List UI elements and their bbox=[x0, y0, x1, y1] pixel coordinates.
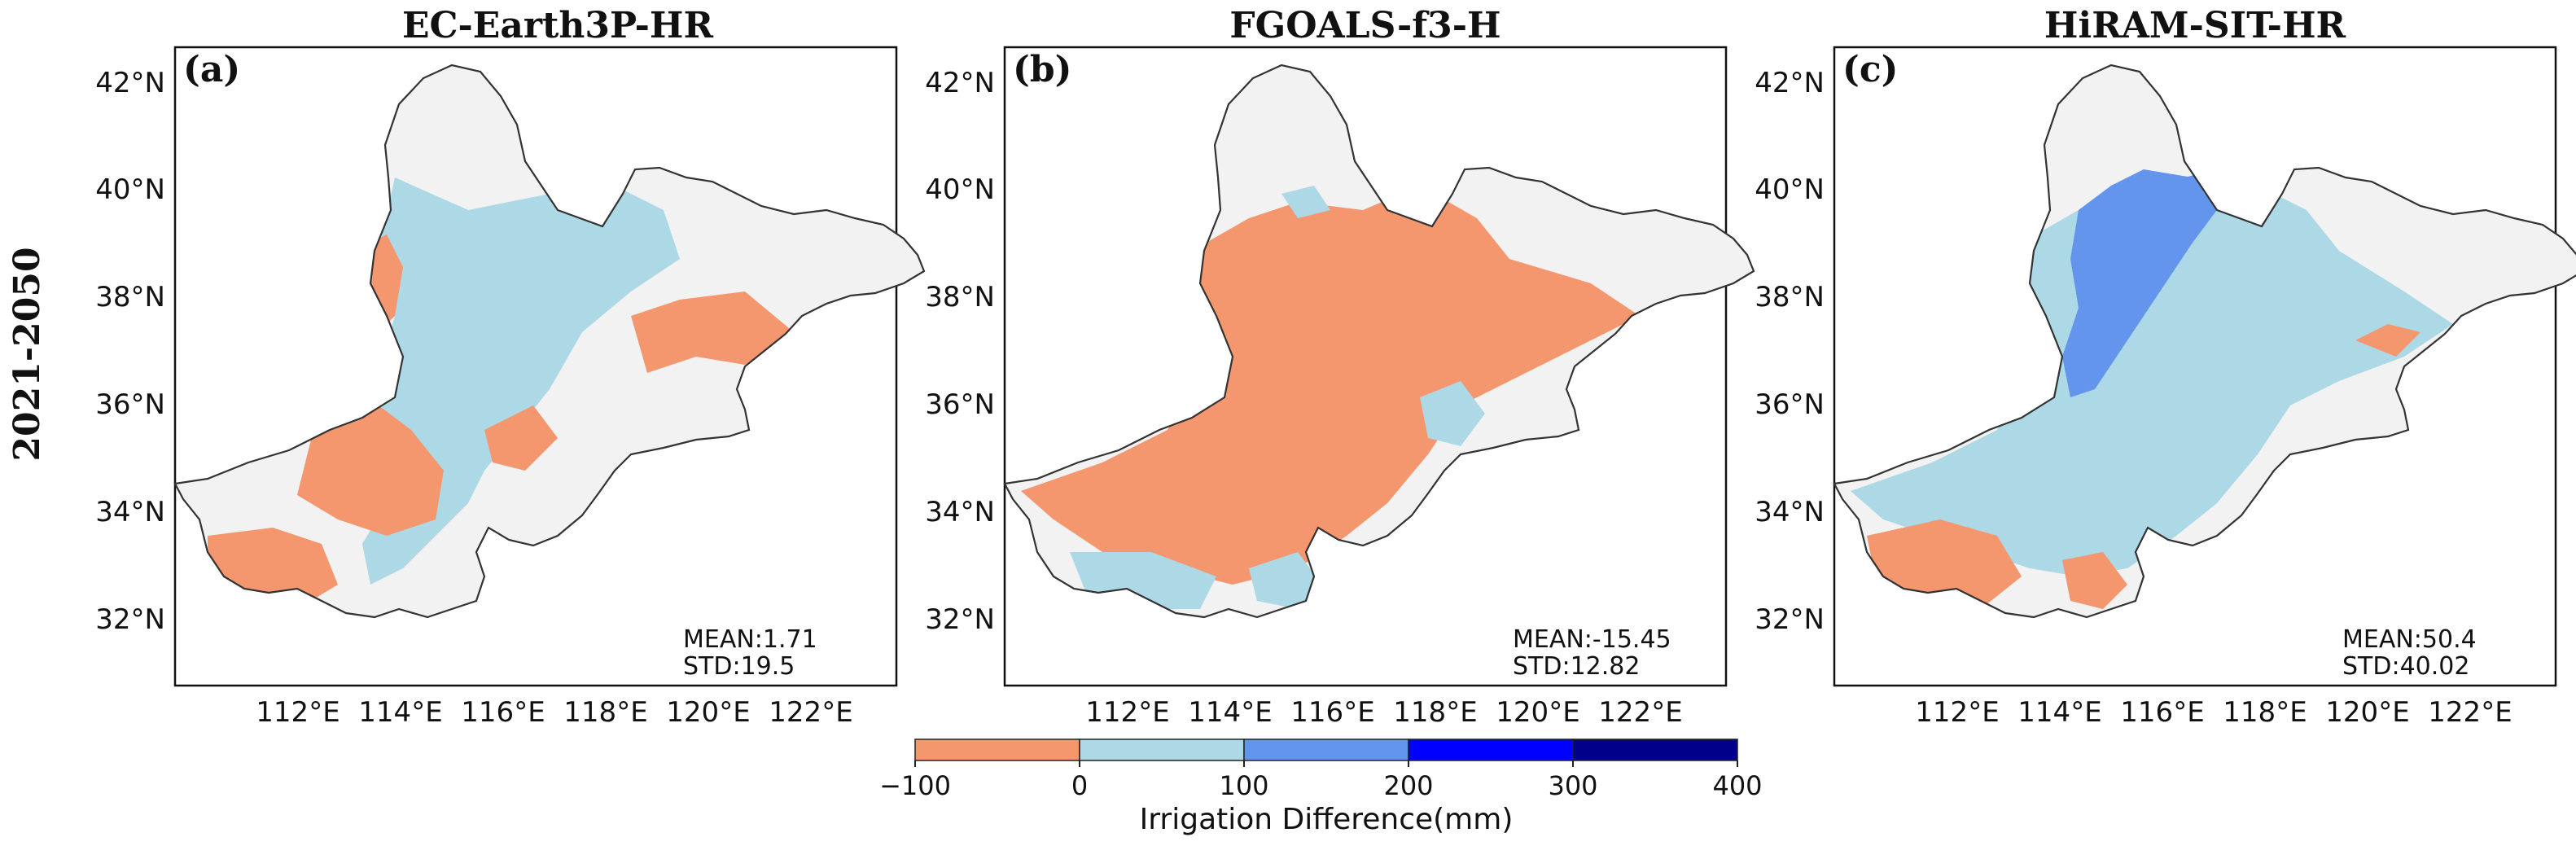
std-label-a: STD:19.5 bbox=[683, 652, 795, 681]
lat-tick-label: 32°N bbox=[95, 603, 165, 636]
colorbar-tick-label: 200 bbox=[1383, 770, 1433, 801]
longitude-ticks: 112°E 114°E 116°E 118°E 120°E 122°E 112°E 114°E… bbox=[256, 696, 2512, 729]
negative-area-a5 bbox=[484, 405, 558, 471]
std-label-b: STD:12.82 bbox=[1513, 652, 1640, 681]
mean-label-b: MEAN:-15.45 bbox=[1513, 625, 1671, 654]
colorbar-tick-label: 400 bbox=[1712, 770, 1762, 801]
lat-tick-label: 32°N bbox=[925, 603, 995, 636]
colorbar: −100 0 100 200 300 400 Irrigation Difference(… bbox=[879, 738, 1763, 836]
lat-tick-label: 36°N bbox=[95, 388, 165, 421]
map-panel-c: HiRAM-SIT-HR (c) MEAN:50.4 STD:40.02 bbox=[1833, 5, 2576, 687]
lon-tick-label: 120°E bbox=[666, 696, 750, 729]
mean-label-c: MEAN:50.4 bbox=[2342, 625, 2477, 654]
lon-tick-label: 118°E bbox=[2223, 696, 2307, 729]
colorbar-tick-label: 300 bbox=[1548, 770, 1597, 801]
colorbar-bin bbox=[1408, 738, 1574, 761]
lat-tick-label: 42°N bbox=[1755, 67, 1825, 99]
high-positive-area-c bbox=[2062, 169, 2217, 397]
positive-area-c bbox=[1851, 186, 2453, 576]
map-panel-a: EC-Earth3P-HR (a) MEAN:1.71 STD:19.5 bbox=[173, 5, 926, 687]
panel-title-a: EC-Earth3P-HR bbox=[402, 5, 713, 46]
colorbar-bin bbox=[1572, 738, 1738, 761]
lat-tick-label: 40°N bbox=[925, 173, 995, 206]
lat-tick-label: 38°N bbox=[1755, 281, 1825, 313]
lon-tick-label: 114°E bbox=[2017, 696, 2101, 729]
lon-tick-label: 112°E bbox=[1085, 696, 1169, 729]
panel-title-b: FGOALS-f3-H bbox=[1229, 5, 1500, 46]
colorbar-bin bbox=[1079, 738, 1245, 761]
colorbar-label: Irrigation Difference(mm) bbox=[1140, 803, 1514, 836]
mean-label-a: MEAN:1.71 bbox=[683, 625, 817, 654]
lon-tick-label: 116°E bbox=[461, 696, 545, 729]
lon-tick-label: 118°E bbox=[563, 696, 647, 729]
panel-letter-a: (a) bbox=[183, 49, 240, 90]
latitude-ticks: 42°N 40°N 38°N 36°N 34°N 32°N 42°N 40°N 38°N 36°N… bbox=[95, 67, 1825, 636]
negative-area-b bbox=[1021, 186, 1640, 585]
panel-letter-c: (c) bbox=[1842, 49, 1898, 90]
negative-area-a4 bbox=[631, 291, 794, 373]
colorbar-bin bbox=[1243, 738, 1409, 761]
lat-tick-label: 42°N bbox=[95, 67, 165, 99]
lat-tick-label: 34°N bbox=[95, 496, 165, 528]
lat-tick-label: 32°N bbox=[1755, 603, 1825, 636]
positive-area-b3 bbox=[1249, 552, 1322, 609]
lat-tick-label: 42°N bbox=[925, 67, 995, 99]
negative-area-c2 bbox=[2062, 552, 2127, 609]
negative-area-c3 bbox=[2355, 324, 2420, 357]
lon-tick-label: 118°E bbox=[1393, 696, 1477, 729]
lat-tick-label: 40°N bbox=[95, 173, 165, 206]
positive-area-b4 bbox=[1281, 186, 1330, 218]
lon-tick-label: 114°E bbox=[358, 696, 442, 729]
lat-tick-label: 38°N bbox=[925, 281, 995, 313]
negative-area-c1 bbox=[1867, 519, 2022, 609]
lon-tick-label: 122°E bbox=[769, 696, 852, 729]
lon-tick-label: 112°E bbox=[1915, 696, 1999, 729]
row-label: 2021-2050 bbox=[7, 247, 48, 461]
positive-area-b1 bbox=[1420, 381, 1485, 446]
lat-tick-label: 34°N bbox=[925, 496, 995, 528]
lon-tick-label: 116°E bbox=[2120, 696, 2204, 729]
lon-tick-label: 116°E bbox=[1290, 696, 1374, 729]
lon-tick-label: 122°E bbox=[1598, 696, 1682, 729]
panel-letter-b: (b) bbox=[1013, 49, 1071, 90]
lat-tick-label: 38°N bbox=[95, 281, 165, 313]
colorbar-tick-label: 0 bbox=[1071, 770, 1088, 801]
lon-tick-label: 112°E bbox=[256, 696, 340, 729]
lat-tick-label: 36°N bbox=[1755, 388, 1825, 421]
lon-tick-label: 120°E bbox=[1496, 696, 1579, 729]
colorbar-ticks: −100 0 100 200 300 400 bbox=[879, 760, 1763, 801]
lat-tick-label: 34°N bbox=[1755, 496, 1825, 528]
lat-tick-label: 36°N bbox=[925, 388, 995, 421]
lon-tick-label: 120°E bbox=[2325, 696, 2409, 729]
lat-tick-label: 40°N bbox=[1755, 173, 1825, 206]
colorbar-tick-label: −100 bbox=[879, 770, 951, 801]
std-label-c: STD:40.02 bbox=[2342, 652, 2469, 681]
lon-tick-label: 122°E bbox=[2428, 696, 2512, 729]
map-panel-b: FGOALS-f3-H (b) MEAN:-15.45 STD:12.82 bbox=[1003, 5, 1755, 687]
negative-area-a1 bbox=[297, 405, 444, 536]
colorbar-tick-label: 100 bbox=[1219, 770, 1268, 801]
colorbar-bin bbox=[914, 738, 1080, 761]
colorbar-bins bbox=[914, 738, 1738, 761]
panel-title-c: HiRAM-SIT-HR bbox=[2044, 5, 2346, 46]
lon-tick-label: 114°E bbox=[1188, 696, 1272, 729]
